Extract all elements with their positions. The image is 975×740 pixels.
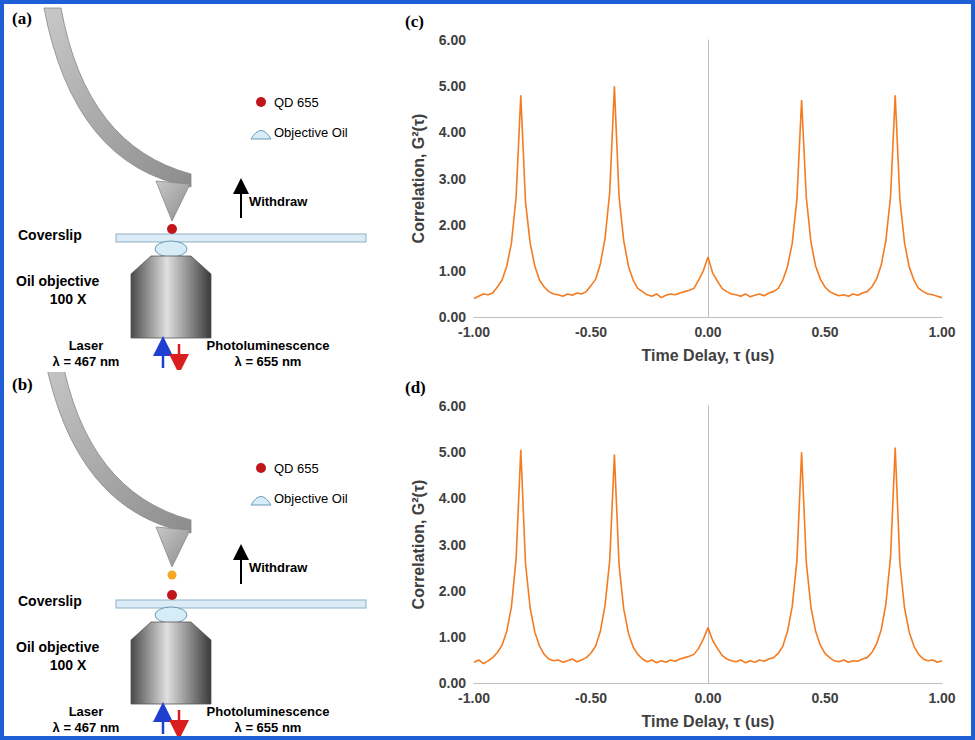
svg-text:-1.00: -1.00 [458, 690, 490, 706]
svg-text:5.00: 5.00 [439, 78, 466, 94]
svg-text:0.00: 0.00 [694, 690, 721, 706]
svg-text:1.00: 1.00 [928, 690, 955, 706]
svg-text:Time Delay, τ (us): Time Delay, τ (us) [642, 347, 775, 364]
svg-text:0.00: 0.00 [439, 675, 466, 691]
svg-text:1.00: 1.00 [439, 263, 466, 279]
svg-text:Correlation, G²(τ): Correlation, G²(τ) [410, 480, 427, 610]
svg-text:Coverslip: Coverslip [18, 227, 82, 243]
svg-text:λ = 467 nm: λ = 467 nm [53, 720, 120, 735]
svg-text:0.50: 0.50 [811, 690, 838, 706]
svg-text:100 X: 100 X [50, 291, 87, 307]
svg-text:Photoluminescence: Photoluminescence [207, 704, 330, 719]
svg-text:λ = 467 nm: λ = 467 nm [53, 354, 120, 369]
svg-text:0.50: 0.50 [811, 324, 838, 340]
svg-text:Laser: Laser [69, 338, 104, 353]
svg-text:Oil objective: Oil objective [16, 273, 99, 289]
svg-text:100 X: 100 X [50, 657, 87, 673]
svg-text:1.00: 1.00 [439, 629, 466, 645]
svg-text:QD 655: QD 655 [274, 461, 319, 476]
svg-text:Photoluminescence: Photoluminescence [207, 338, 330, 353]
svg-text:-0.50: -0.50 [575, 690, 607, 706]
svg-text:4.00: 4.00 [439, 490, 466, 506]
svg-text:Laser: Laser [69, 704, 104, 719]
svg-text:-1.00: -1.00 [458, 324, 490, 340]
svg-text:Objective Oil: Objective Oil [274, 125, 348, 140]
svg-text:Withdraw: Withdraw [249, 194, 308, 209]
svg-text:4.00: 4.00 [439, 124, 466, 140]
svg-text:Correlation, G²(τ): Correlation, G²(τ) [410, 114, 427, 244]
svg-text:2.00: 2.00 [439, 583, 466, 599]
svg-text:1.00: 1.00 [928, 324, 955, 340]
svg-text:(b): (b) [12, 375, 33, 394]
svg-text:Coverslip: Coverslip [18, 593, 82, 609]
svg-text:(c): (c) [405, 12, 424, 31]
svg-text:λ = 655 nm: λ = 655 nm [235, 354, 302, 369]
svg-text:0.00: 0.00 [694, 324, 721, 340]
svg-text:Time Delay, τ (us): Time Delay, τ (us) [642, 713, 775, 730]
svg-text:QD 655: QD 655 [274, 95, 319, 110]
svg-text:3.00: 3.00 [439, 171, 466, 187]
svg-text:Oil objective: Oil objective [16, 639, 99, 655]
svg-text:6.00: 6.00 [439, 398, 466, 414]
svg-text:(d): (d) [405, 378, 426, 397]
svg-text:Objective Oil: Objective Oil [274, 491, 348, 506]
svg-text:5.00: 5.00 [439, 444, 466, 460]
svg-text:λ = 655 nm: λ = 655 nm [235, 720, 302, 735]
svg-text:-0.50: -0.50 [575, 324, 607, 340]
svg-text:2.00: 2.00 [439, 217, 466, 233]
svg-text:Withdraw: Withdraw [249, 560, 308, 575]
svg-text:3.00: 3.00 [439, 537, 466, 553]
svg-text:(a): (a) [12, 9, 32, 28]
svg-text:6.00: 6.00 [439, 32, 466, 48]
svg-text:0.00: 0.00 [439, 309, 466, 325]
